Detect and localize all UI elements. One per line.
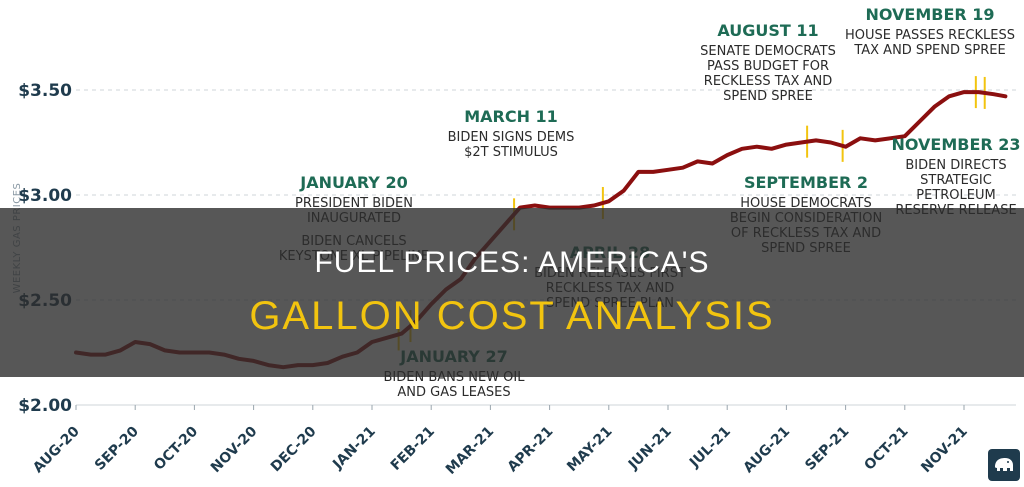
event-description-line: BIDEN DIRECTS	[905, 158, 1006, 173]
event-description-line: SENATE DEMOCRATS	[700, 44, 836, 59]
x-tick-label: JUL-21	[686, 424, 734, 472]
x-tick-label: JAN-21	[329, 424, 379, 474]
event-date: JANUARY 20	[299, 173, 407, 192]
x-tick-label: SEP-20	[92, 423, 142, 473]
elephant-logo-icon	[988, 449, 1020, 481]
event-date: SEPTEMBER 2	[744, 173, 868, 192]
overlay-title-line1: FUEL PRICES: AMERICA'S	[314, 246, 710, 279]
x-tick-label: MAR-21	[443, 424, 497, 478]
y-tick-label: $3.00	[18, 186, 72, 206]
event-description-line: HOUSE DEMOCRATS	[740, 196, 871, 211]
overlay-title-line2: GALLON COST ANALYSIS	[249, 294, 775, 338]
event-description-line: AND GAS LEASES	[397, 385, 510, 400]
event-description-line: TAX AND SPEND SPREE	[853, 43, 1005, 58]
x-tick-label: OCT-20	[151, 423, 201, 473]
event-description-line: STRATEGIC	[920, 173, 992, 188]
x-tick-label: MAY-21	[564, 424, 615, 475]
event-description-line: PETROLEUM	[916, 188, 995, 203]
x-tick-label: JUN-21	[625, 424, 675, 474]
x-tick-label: FEB-21	[388, 424, 438, 474]
event-date: AUGUST 11	[717, 21, 818, 40]
x-tick-label: NOV-21	[918, 424, 971, 477]
x-axis-ticks: AUG-20 SEP-20 OCT-20 NOV-20 DEC-20 JAN-21 FEB-…	[30, 405, 971, 478]
event-description-line: BIDEN SIGNS DEMS	[448, 130, 575, 145]
x-tick-label: AUG-20	[30, 423, 83, 476]
event-description-line: RECKLESS TAX AND	[704, 74, 832, 89]
x-tick-label: AUG-21	[741, 424, 794, 477]
event-description-line: PRESIDENT BIDEN	[295, 196, 413, 211]
title-overlay: FUEL PRICES: AMERICA'S GALLON COST ANALY…	[0, 208, 1024, 377]
event-description-line: $2T STIMULUS	[464, 145, 558, 160]
x-tick-label: DEC-20	[268, 423, 320, 475]
x-tick-label: SEP-21	[802, 424, 852, 474]
y-tick-label: $3.50	[18, 81, 72, 101]
x-tick-label: NOV-20	[208, 423, 261, 476]
x-tick-label: OCT-21	[861, 424, 911, 474]
event-date: MARCH 11	[464, 107, 558, 126]
y-tick-label: $2.00	[18, 396, 72, 416]
event-date: NOVEMBER 19	[865, 5, 994, 24]
event-annotation: NOVEMBER 23 BIDEN DIRECTSSTRATEGICPETROLE…	[891, 135, 1020, 218]
event-description-line: HOUSE PASSES RECKLESS	[845, 28, 1015, 43]
grid-lines	[76, 89, 1016, 406]
event-date: NOVEMBER 23	[891, 135, 1020, 154]
x-tick-label: APR-21	[505, 424, 557, 476]
event-description-line: SPEND SPREE	[723, 89, 813, 104]
event-description-line: PASS BUDGET FOR	[707, 59, 829, 74]
event-annotation: MARCH 11 BIDEN SIGNS DEMS$2T STIMULUS	[448, 107, 575, 160]
